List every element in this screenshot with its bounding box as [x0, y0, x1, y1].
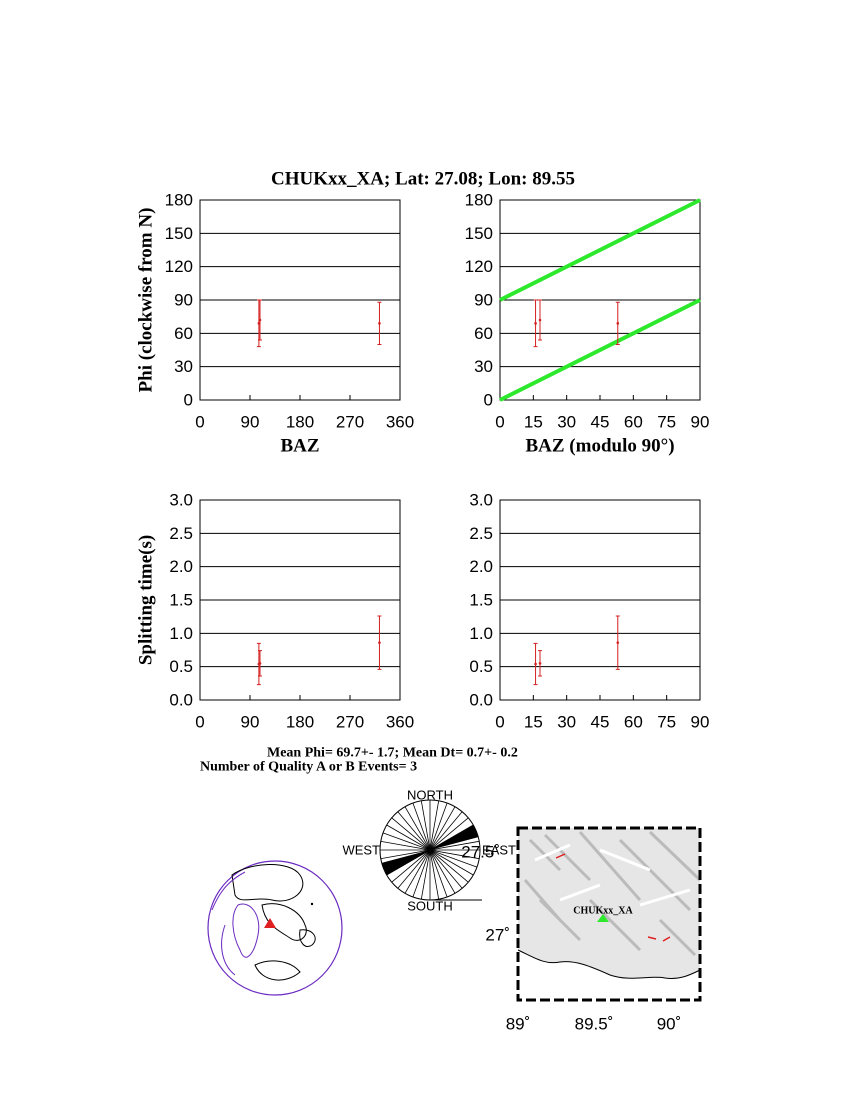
- rose-north: NORTH: [407, 788, 453, 803]
- y-tick-label: 0: [484, 391, 493, 410]
- y-axis-label: Phi (clockwise from N): [136, 208, 157, 393]
- point: [258, 662, 262, 665]
- x-tick-label: 360: [386, 713, 414, 732]
- x-tick-label: 90: [691, 413, 710, 432]
- x-tick-label: 15: [524, 413, 543, 432]
- y-tick-label: 180: [165, 191, 193, 210]
- lon-label: 89.5˚: [575, 1015, 614, 1034]
- x-tick-label: 45: [591, 413, 610, 432]
- station-label: CHUKxx_XA: [573, 906, 633, 917]
- point: [378, 641, 381, 644]
- y-tick-label: 90: [174, 291, 193, 310]
- x-tick-label: 75: [657, 713, 676, 732]
- y-tick-label: 60: [474, 324, 493, 343]
- y-tick-label: 3.0: [169, 491, 193, 510]
- mean-summary: Mean Phi= 69.7+- 1.7; Mean Dt= 0.7+- 0.2: [267, 746, 518, 761]
- y-tick-label: 180: [465, 191, 493, 210]
- x-tick-label: 270: [336, 713, 364, 732]
- point: [538, 662, 542, 665]
- globe: [207, 860, 343, 996]
- x-tick-label: 0: [495, 713, 504, 732]
- x-tick-label: 90: [241, 713, 260, 732]
- x-tick-label: 0: [195, 713, 204, 732]
- y-tick-label: 150: [165, 224, 193, 243]
- y-tick-label: 30: [474, 357, 493, 376]
- y-tick-label: 1.0: [469, 624, 493, 643]
- y-tick-label: 3.0: [469, 491, 493, 510]
- x-tick-label: 60: [624, 413, 643, 432]
- y-tick-label: 120: [165, 257, 193, 276]
- y-tick-label: 0.5: [169, 657, 193, 676]
- x-tick-label: 180: [286, 713, 314, 732]
- rose-diagram: NORTH SOUTH WEST EAST: [342, 788, 516, 914]
- y-tick-label: 2.0: [469, 557, 493, 576]
- y-tick-label: 1.5: [469, 591, 493, 610]
- y-tick-label: 1.5: [169, 591, 193, 610]
- point: [534, 322, 537, 325]
- x-tick-label: 360: [386, 413, 414, 432]
- y-axis-label: Splitting time(s): [136, 535, 157, 665]
- y-tick-label: 0.0: [169, 691, 193, 710]
- x-tick-label: 90: [241, 413, 260, 432]
- relief-map: CHUKxx_XA 27.5˚ 27˚ 89˚ 89.5˚ 90˚: [461, 826, 702, 1034]
- point: [378, 322, 381, 325]
- x-axis-label: BAZ (modulo 90°): [525, 436, 674, 457]
- reference-line: [499, 298, 701, 402]
- y-tick-label: 2.5: [469, 524, 493, 543]
- lon-label: 90˚: [657, 1015, 682, 1034]
- y-tick-label: 2.5: [169, 524, 193, 543]
- y-tick-label: 1.0: [169, 624, 193, 643]
- page-title: CHUKxx_XA; Lat: 27.08; Lon: 89.55: [271, 169, 575, 190]
- x-tick-label: 0: [495, 413, 504, 432]
- rose-south: SOUTH: [407, 899, 453, 914]
- event-count: Number of Quality A or B Events= 3: [200, 760, 417, 775]
- x-tick-label: 60: [624, 713, 643, 732]
- y-tick-label: 60: [174, 324, 193, 343]
- reference-line: [499, 198, 701, 302]
- x-tick-label: 30: [557, 413, 576, 432]
- lat-label: 27˚: [485, 926, 510, 945]
- x-tick-label: 0: [195, 413, 204, 432]
- x-tick-label: 270: [336, 413, 364, 432]
- point: [534, 662, 537, 666]
- point: [616, 322, 620, 325]
- y-tick-label: 90: [474, 291, 493, 310]
- rose-east: EAST: [482, 843, 516, 858]
- point: [616, 641, 620, 644]
- point: [258, 318, 262, 322]
- x-tick-label: 30: [557, 713, 576, 732]
- y-tick-label: 150: [465, 224, 493, 243]
- x-tick-label: 15: [524, 713, 543, 732]
- point: [538, 318, 542, 322]
- y-tick-label: 2.0: [169, 557, 193, 576]
- x-tick-label: 75: [657, 413, 676, 432]
- y-tick-label: 0.5: [469, 657, 493, 676]
- x-axis-label: BAZ: [280, 436, 319, 457]
- y-tick-label: 0.0: [469, 691, 493, 710]
- lat-label: 27.5˚: [461, 843, 500, 862]
- x-tick-label: 45: [591, 713, 610, 732]
- x-tick-label: 90: [691, 713, 710, 732]
- rose-west: WEST: [342, 843, 380, 858]
- x-tick-label: 180: [286, 413, 314, 432]
- y-tick-label: 30: [174, 357, 193, 376]
- y-tick-label: 120: [465, 257, 493, 276]
- lon-label: 89˚: [506, 1015, 531, 1034]
- y-tick-label: 0: [184, 391, 193, 410]
